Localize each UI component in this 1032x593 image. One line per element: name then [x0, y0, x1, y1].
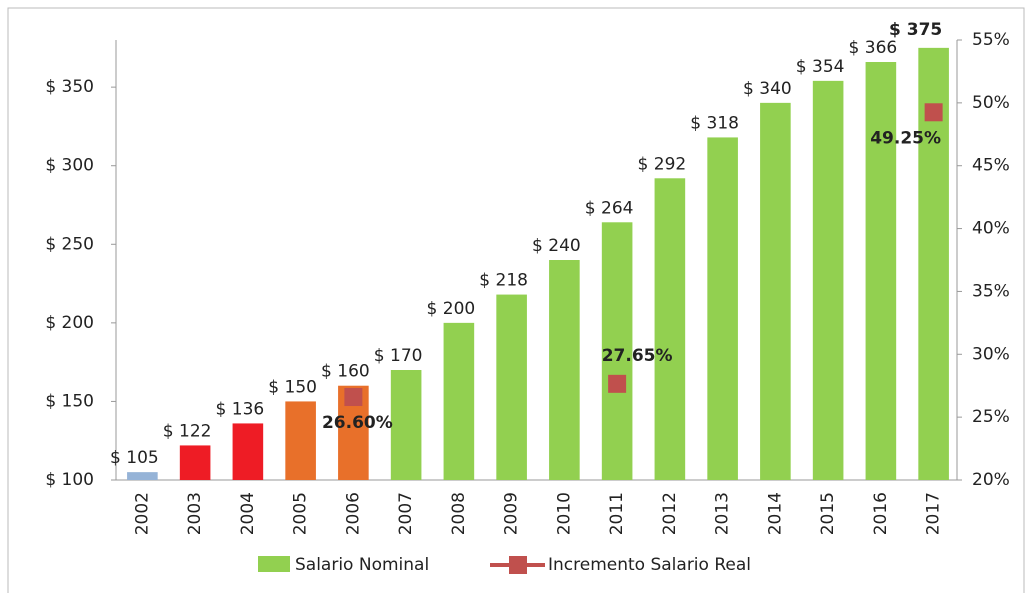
bar-value-label: $ 105: [110, 448, 159, 468]
bar: [865, 62, 897, 480]
bar: [601, 222, 633, 481]
legend-marker: [509, 556, 527, 574]
bar: [707, 137, 738, 480]
bar: [812, 80, 844, 480]
bar-value-label: $ 160: [321, 362, 370, 382]
x-tick-label: 2016: [871, 492, 891, 535]
marker: [344, 388, 363, 407]
y2-tick-label: 45%: [972, 156, 1010, 176]
x-tick-label: 2008: [449, 492, 469, 535]
bar-value-label: $ 366: [849, 38, 898, 58]
legend-label: Incremento Salario Real: [548, 555, 751, 575]
bar-value-label: $ 340: [743, 79, 792, 99]
marker-value-label: 26.60%: [322, 413, 393, 433]
y2-tick-label: 30%: [972, 344, 1010, 364]
bar-value-label: $ 200: [427, 299, 476, 319]
x-tick-label: 2002: [132, 492, 152, 535]
bar-value-label: $ 354: [796, 57, 845, 77]
bar: [179, 445, 211, 480]
bar-value-label: $ 375: [889, 20, 942, 40]
bar-value-label: $ 292: [638, 154, 687, 174]
bar: [496, 294, 527, 480]
y-tick-label: $ 200: [45, 313, 94, 333]
bar-value-label: $ 318: [690, 113, 739, 133]
marker-value-label: 49.25%: [870, 128, 941, 148]
y2-tick-label: 25%: [972, 407, 1010, 427]
y2-tick-label: 40%: [972, 219, 1010, 239]
y2-tick-label: 20%: [972, 470, 1010, 490]
x-tick-label: 2015: [818, 492, 838, 535]
y2-tick-label: 35%: [972, 281, 1010, 301]
y-tick-label: $ 100: [45, 470, 94, 490]
bar-value-label: $ 150: [268, 377, 317, 397]
x-tick-label: 2012: [660, 492, 680, 535]
x-tick-label: 2014: [765, 492, 785, 535]
marker: [924, 103, 943, 122]
bar: [443, 322, 475, 480]
bar-value-label: $ 170: [374, 346, 423, 366]
bar: [127, 472, 158, 480]
bar-value-label: $ 240: [532, 236, 581, 256]
x-tick-label: 2005: [291, 492, 311, 535]
bar: [232, 423, 264, 480]
marker: [608, 374, 627, 393]
x-tick-label: 2011: [607, 492, 627, 535]
legend-label: Salario Nominal: [295, 555, 429, 575]
bar: [654, 178, 686, 481]
x-tick-label: 2013: [713, 492, 733, 535]
bar-value-label: $ 218: [479, 271, 528, 291]
x-tick-label: 2017: [924, 492, 944, 535]
y-tick-label: $ 150: [45, 391, 94, 411]
bar-value-label: $ 136: [216, 399, 265, 419]
x-tick-label: 2010: [554, 492, 574, 535]
legend-swatch: [258, 556, 290, 572]
x-tick-label: 2009: [502, 492, 522, 535]
y2-tick-label: 55%: [972, 30, 1010, 50]
bar-value-label: $ 264: [585, 198, 634, 218]
y-tick-label: $ 300: [45, 156, 94, 176]
chart-frame: [7, 7, 1025, 593]
y-tick-label: $ 350: [45, 77, 94, 97]
bar: [760, 102, 791, 480]
bar: [549, 260, 580, 480]
x-tick-label: 2006: [343, 492, 363, 535]
x-tick-label: 2007: [396, 492, 416, 535]
bar-value-label: $ 122: [163, 421, 212, 441]
bar: [390, 370, 422, 480]
x-tick-label: 2004: [238, 492, 258, 535]
y-tick-label: $ 250: [45, 234, 94, 254]
y2-tick-label: 50%: [972, 93, 1010, 113]
bar: [285, 401, 316, 480]
x-tick-label: 2003: [185, 492, 205, 535]
marker-value-label: 27.65%: [602, 346, 673, 366]
